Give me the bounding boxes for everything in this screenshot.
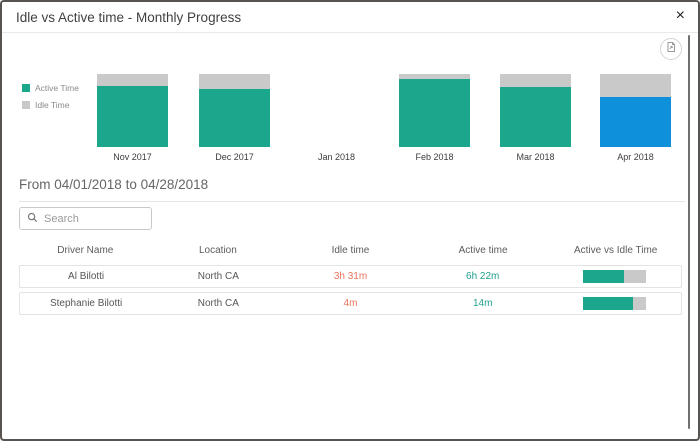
bar-feb-2018[interactable]: Feb 2018 — [399, 74, 470, 162]
active-vs-idle-cell — [549, 297, 681, 310]
axis-label: Jan 2018 — [317, 152, 356, 162]
column-header-location: Location — [198, 245, 237, 256]
bar-nov-2017[interactable]: Nov 2017 — [97, 74, 168, 162]
axis-label: Apr 2018 — [617, 152, 654, 162]
column-header-active-vs-idle: Active vs Idle Time — [573, 245, 658, 256]
search-box[interactable] — [19, 207, 152, 230]
export-button[interactable] — [660, 38, 682, 60]
search-input[interactable] — [44, 212, 144, 225]
page-title: Idle vs Active time - Monthly Progress — [16, 10, 242, 25]
progressbar-fill — [583, 297, 633, 310]
legend-label: Idle Time — [35, 100, 70, 110]
title-bar: Idle vs Active time - Monthly Progress × — [2, 2, 698, 33]
chart-legend: Active Time Idle Time — [22, 83, 79, 117]
table-row[interactable]: Stephanie Bilotti North CA 4m 14m — [19, 292, 682, 315]
table-header-row: Driver Name Location Idle time Active ti… — [19, 245, 682, 256]
active-time-swatch — [22, 84, 30, 92]
column-header-idle-time: Idle time — [331, 245, 370, 256]
stacked-bar-chart: Nov 2017 Dec 2017 Jan 2018 Feb 2018 Mar … — [2, 74, 698, 162]
legend-item-active[interactable]: Active Time — [22, 83, 79, 93]
axis-label: Nov 2017 — [113, 152, 152, 162]
idle-time-swatch — [22, 101, 30, 109]
driver-name-cell: Stephanie Bilotti — [49, 298, 123, 309]
driver-name-cell: Al Bilotti — [68, 271, 105, 282]
active-vs-idle-progressbar — [583, 270, 647, 283]
column-header-active-time: Active time — [458, 245, 508, 256]
bar-mar-2018[interactable]: Mar 2018 — [500, 74, 571, 162]
date-range-heading: From 04/01/2018 to 04/28/2018 — [19, 177, 209, 192]
vertical-scrollbar[interactable] — [688, 35, 690, 429]
close-icon[interactable]: × — [675, 7, 685, 24]
search-icon — [27, 210, 44, 228]
bar-apr-2018-selected[interactable]: Apr 2018 — [600, 74, 671, 162]
active-time-cell: 14m — [472, 298, 493, 309]
active-vs-idle-progressbar — [583, 297, 647, 310]
bar-jan-2018[interactable]: Jan 2018 — [301, 74, 372, 162]
location-cell: North CA — [197, 271, 239, 282]
legend-item-idle[interactable]: Idle Time — [22, 100, 79, 110]
column-header-driver-name: Driver Name — [57, 245, 114, 256]
axis-label: Feb 2018 — [415, 152, 454, 162]
idle-time-cell: 3h 31m — [333, 271, 368, 282]
location-cell: North CA — [197, 298, 239, 309]
active-vs-idle-cell — [549, 270, 681, 283]
idle-time-cell: 4m — [343, 298, 358, 309]
axis-label: Dec 2017 — [215, 152, 254, 162]
date-range-section: From 04/01/2018 to 04/28/2018 — [19, 176, 685, 202]
progressbar-fill — [583, 270, 624, 283]
axis-label: Mar 2018 — [516, 152, 555, 162]
bar-dec-2017[interactable]: Dec 2017 — [199, 74, 270, 162]
export-image-icon — [665, 40, 677, 58]
table-row[interactable]: Al Bilotti North CA 3h 31m 6h 22m — [19, 265, 682, 288]
active-time-cell: 6h 22m — [466, 271, 500, 282]
legend-label: Active Time — [35, 83, 79, 93]
